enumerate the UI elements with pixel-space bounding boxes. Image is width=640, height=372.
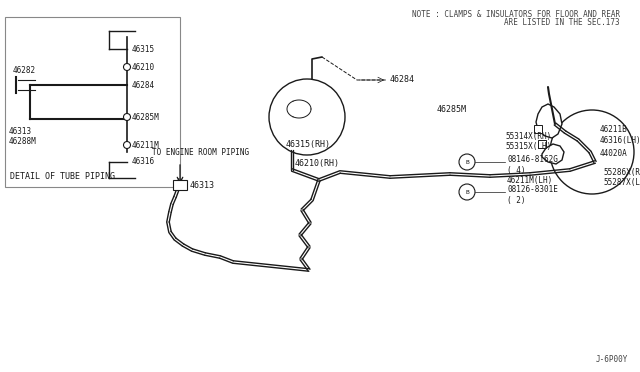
Polygon shape	[542, 144, 564, 164]
Text: TO ENGINE ROOM PIPING: TO ENGINE ROOM PIPING	[152, 148, 249, 157]
Circle shape	[124, 64, 131, 71]
Bar	[5, 17, 180, 187]
Text: ( 2): ( 2)	[507, 196, 525, 205]
Text: 46315(RH): 46315(RH)	[286, 140, 331, 149]
Text: 46282: 46282	[13, 66, 36, 75]
Circle shape	[459, 184, 475, 200]
Text: 55315X(LH): 55315X(LH)	[505, 141, 551, 151]
Bar	[538, 140, 546, 148]
Text: 46211M(LH): 46211M(LH)	[507, 176, 553, 185]
Text: 46211M: 46211M	[132, 141, 160, 150]
Polygon shape	[536, 104, 562, 138]
Circle shape	[550, 110, 634, 194]
Text: 46284: 46284	[390, 76, 415, 84]
Text: B: B	[465, 160, 469, 164]
Text: 46316: 46316	[132, 157, 155, 167]
Circle shape	[124, 141, 131, 148]
Circle shape	[459, 154, 475, 170]
Text: 44020A: 44020A	[600, 150, 628, 158]
Text: 46313: 46313	[190, 180, 215, 189]
Text: 08146-8162G: 08146-8162G	[507, 154, 558, 164]
Circle shape	[269, 79, 345, 155]
Text: 46315: 46315	[132, 45, 155, 54]
Text: 46313: 46313	[9, 127, 32, 136]
Bar	[534, 125, 542, 133]
Text: B: B	[465, 189, 469, 195]
Text: ( 4): ( 4)	[507, 166, 525, 174]
Text: 46288M: 46288M	[9, 137, 36, 146]
Text: 08126-8301E: 08126-8301E	[507, 185, 558, 193]
Text: J-6P00Y: J-6P00Y	[596, 355, 628, 364]
Text: 46285M: 46285M	[437, 106, 467, 115]
Text: 46285M: 46285M	[132, 112, 160, 122]
Text: DETAIL OF TUBE PIPING: DETAIL OF TUBE PIPING	[10, 172, 115, 181]
Text: 46316(LH): 46316(LH)	[600, 135, 640, 144]
Circle shape	[124, 113, 131, 121]
Text: 55287X(LH): 55287X(LH)	[603, 177, 640, 186]
Text: 55314X(RH): 55314X(RH)	[505, 132, 551, 141]
Text: 46211B: 46211B	[600, 125, 628, 135]
Text: 46284: 46284	[132, 80, 155, 90]
Text: 46210: 46210	[132, 62, 155, 71]
Text: NOTE : CLAMPS & INSULATORS FOR FLOOR AND REAR: NOTE : CLAMPS & INSULATORS FOR FLOOR AND…	[412, 10, 620, 19]
Text: 46210(RH): 46210(RH)	[295, 159, 340, 168]
Bar	[173, 180, 187, 190]
Text: ARE LISTED IN THE SEC.173: ARE LISTED IN THE SEC.173	[504, 18, 620, 27]
Text: 55286X(RH): 55286X(RH)	[603, 167, 640, 176]
